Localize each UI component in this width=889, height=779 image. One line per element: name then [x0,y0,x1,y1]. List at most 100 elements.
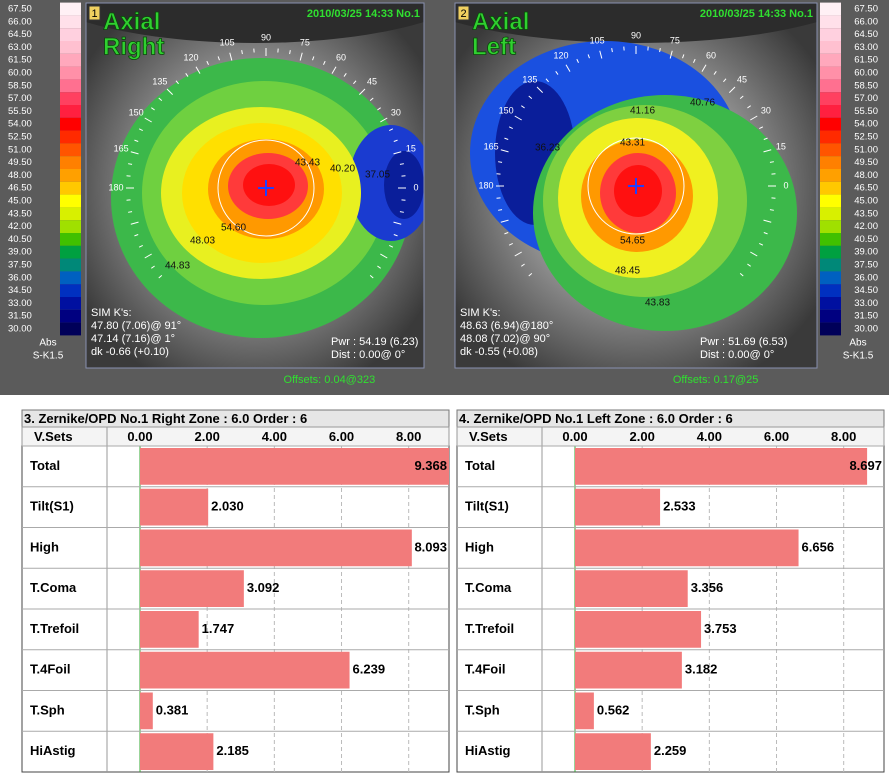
bar [140,733,213,770]
value-label: 2.030 [211,499,244,514]
reading: 40.76 [690,98,715,109]
scale-swatch [60,220,81,233]
value-label: 8.093 [414,539,447,554]
sim-k-line: dk -0.66 (+0.10) [91,346,169,358]
value-label: 2.259 [654,743,687,758]
scale-label: 52.50 [854,132,878,143]
angle-label: 165 [484,142,499,152]
value-label: 2.533 [663,499,696,514]
scale-swatch [60,323,81,336]
angle-label: 180 [108,182,123,192]
scale-label: 64.50 [8,29,32,40]
scale-label: 58.50 [854,80,878,91]
timestamp: 2010/03/25 14:33 No.1 [307,8,420,20]
scale-label: 51.00 [8,144,32,155]
bar [140,530,412,567]
scale-swatch [60,259,81,272]
bar [140,448,449,485]
angle-label: 75 [300,37,310,47]
scale-swatch [820,118,841,131]
scale-label: 49.50 [854,157,878,168]
map-side: Right [103,33,164,60]
scale-swatch [820,207,841,220]
dial-tick [498,210,502,211]
scale-swatch [820,323,841,336]
angle-label: 135 [152,76,167,86]
angle-label: 90 [261,32,271,42]
scale-swatch [60,67,81,80]
reading: 44.83 [165,261,190,272]
scale-label: 52.50 [8,132,32,143]
category-label: T.Sph [30,702,65,717]
scale-label: 42.00 [854,221,878,232]
scale-label: 36.00 [8,272,32,283]
topography-map: 015304560759010512013515016518041.1640.7… [383,0,889,386]
scale-label: 34.50 [8,285,32,296]
category-label: T.Trefoil [465,621,514,636]
screen: 67.5066.0064.5063.0061.5060.0058.5057.00… [0,0,889,774]
angle-label: 30 [391,107,401,117]
scale-label: 46.50 [8,183,32,194]
scale-label: 63.00 [854,42,878,53]
scale-label: 33.00 [8,298,32,309]
scale-swatch [820,259,841,272]
bar [140,693,153,730]
table-title: 3. Zernike/OPD No.1 Right Zone : 6.0 Ord… [24,411,307,426]
scale-label: 43.50 [8,208,32,219]
scale-swatch [820,271,841,284]
value-label: 3.356 [691,580,724,595]
scale-label: 57.00 [8,93,32,104]
bar [575,611,701,648]
scale-label: 40.50 [854,234,878,245]
scale-label: 45.00 [8,196,32,207]
scale-swatch [60,3,81,16]
scale-swatch [60,79,81,92]
bar [575,448,867,485]
value-label: 9.368 [414,458,447,473]
dial-tick [612,48,613,52]
scale-label: 54.00 [8,119,32,130]
scale-unit: Abs [39,338,56,349]
angle-label: 0 [413,182,418,192]
scale-swatch [60,169,81,182]
category-header: V.Sets [34,429,73,444]
scale-label: 39.00 [854,247,878,258]
category-label: T.Sph [465,702,500,717]
value-label: 3.182 [685,662,718,677]
bar [575,530,799,567]
scale-label: 54.00 [854,119,878,130]
value-label: 0.381 [156,702,189,717]
scale-swatch [820,220,841,233]
value-label: 2.185 [216,743,249,758]
dial-tick [498,162,502,163]
scale-swatch [60,310,81,323]
scale-swatch [60,271,81,284]
reading: 54.65 [620,236,645,247]
scale-label: 39.00 [8,247,32,258]
dial-tick [770,162,774,163]
scale-label: 67.50 [854,4,878,15]
sim-k-line: 47.14 (7.16)@ 1° [91,333,175,345]
value-label: 6.656 [802,539,835,554]
value-label: 3.753 [704,621,737,636]
scale-swatch [820,41,841,54]
scale-swatch [820,143,841,156]
bar [575,733,651,770]
map-side: Left [472,33,516,60]
value-label: 1.747 [202,621,235,636]
sim-k-title: SIM K's: [460,307,501,319]
category-label: Total [465,458,495,473]
scale-label: 48.00 [8,170,32,181]
scale-swatch [820,54,841,67]
scale-label: 33.00 [854,298,878,309]
map-number: 1 [91,8,97,20]
table-title: 4. Zernike/OPD No.1 Left Zone : 6.0 Orde… [459,411,733,426]
scale-label: 36.00 [854,272,878,283]
category-label: T.4Foil [30,662,70,677]
category-label: T.Trefoil [30,621,79,636]
reading: 43.31 [620,138,645,149]
dial-tick [770,210,774,211]
bar [575,570,688,607]
x-tick-label: 0.00 [562,429,587,444]
scale-swatch [60,297,81,310]
